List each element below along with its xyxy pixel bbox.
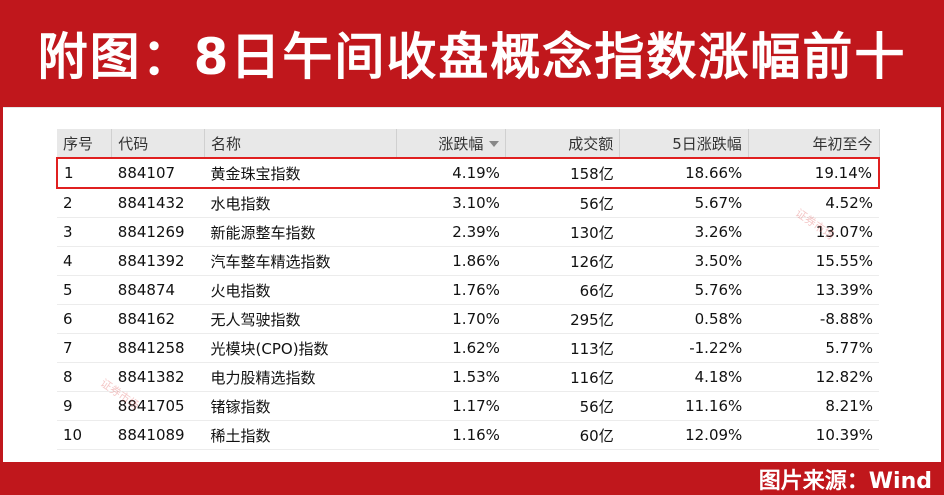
cell-change-5d: 0.58% <box>619 304 749 334</box>
table-row[interactable]: 4 8841392 汽车整车精选指数 1.86% 126亿 3.50% 15.55% <box>57 246 879 276</box>
cell-volume: 56亿 <box>505 391 620 421</box>
cell-ytd: 10.39% <box>748 420 879 450</box>
cell-idx: 9 <box>57 391 112 421</box>
cell-code: 8841432 <box>111 188 205 218</box>
cell-idx: 5 <box>57 275 112 305</box>
cell-code: 884162 <box>111 304 205 334</box>
index-table: 序号 代码 名称 涨跌幅 成交额 5日涨跌幅 年初至今 1 884107 黄金珠宝指… <box>56 129 880 450</box>
cell-name: 锗镓指数 <box>204 391 397 421</box>
cell-volume: 66亿 <box>505 275 620 305</box>
cell-change-5d: 12.09% <box>619 420 749 450</box>
cell-idx: 7 <box>57 333 112 363</box>
cell-name: 水电指数 <box>204 188 397 218</box>
cell-change: 2.39% <box>396 217 506 247</box>
cell-change-5d: 3.26% <box>619 217 749 247</box>
cell-name: 黄金珠宝指数 <box>204 157 397 189</box>
cell-ytd: 5.77% <box>748 333 879 363</box>
footer-bar: 图片来源：Wind <box>0 462 944 494</box>
cell-idx: 6 <box>57 304 112 334</box>
cell-code: 8841705 <box>111 391 205 421</box>
cell-change-5d: 4.18% <box>619 362 749 392</box>
cell-idx: 10 <box>57 420 112 450</box>
table-row[interactable]: 7 8841258 光模块(CPO)指数 1.62% 113亿 -1.22% 5.77% <box>57 333 879 363</box>
cell-change: 1.17% <box>396 391 506 421</box>
table-row[interactable]: 10 8841089 稀土指数 1.16% 60亿 12.09% 10.39% <box>57 420 879 450</box>
cell-code: 8841382 <box>111 362 205 392</box>
table-header-row: 序号 代码 名称 涨跌幅 成交额 5日涨跌幅 年初至今 <box>57 129 880 158</box>
cell-change: 1.70% <box>396 304 506 334</box>
cell-change-5d: 5.76% <box>619 275 749 305</box>
cell-code: 884107 <box>111 157 205 189</box>
cell-ytd: 8.21% <box>748 391 879 421</box>
cell-volume: 126亿 <box>505 246 620 276</box>
cell-change: 4.19% <box>396 157 506 189</box>
cell-change-5d: 11.16% <box>619 391 749 421</box>
cell-name: 新能源整车指数 <box>204 217 397 247</box>
cell-name: 汽车整车精选指数 <box>204 246 397 276</box>
table-panel: 序号 代码 名称 涨跌幅 成交额 5日涨跌幅 年初至今 1 884107 黄金珠宝指… <box>3 107 941 462</box>
cell-code: 8841258 <box>111 333 205 363</box>
cell-name: 光模块(CPO)指数 <box>204 333 397 363</box>
cell-idx: 8 <box>57 362 112 392</box>
header-name[interactable]: 名称 <box>204 129 397 158</box>
cell-name: 电力股精选指数 <box>204 362 397 392</box>
cell-ytd: 13.39% <box>748 275 879 305</box>
cell-idx: 3 <box>57 217 112 247</box>
table-row[interactable]: 1 884107 黄金珠宝指数 4.19% 158亿 18.66% 19.14% <box>56 157 880 189</box>
cell-idx: 4 <box>57 246 112 276</box>
cell-volume: 116亿 <box>505 362 620 392</box>
cell-name: 无人驾驶指数 <box>204 304 397 334</box>
sort-down-icon[interactable] <box>489 141 500 147</box>
table-row[interactable]: 6 884162 无人驾驶指数 1.70% 295亿 0.58% -8.88% <box>57 304 879 334</box>
table-row[interactable]: 9 8841705 锗镓指数 1.17% 56亿 11.16% 8.21% <box>57 391 879 421</box>
cell-change: 1.86% <box>396 246 506 276</box>
cell-ytd: 19.14% <box>748 157 880 189</box>
table-row[interactable]: 3 8841269 新能源整车指数 2.39% 130亿 3.26% 13.07% <box>57 217 879 247</box>
cell-change-5d: 18.66% <box>619 157 749 189</box>
cell-code: 884874 <box>111 275 205 305</box>
header-idx[interactable]: 序号 <box>57 129 113 158</box>
cell-code: 8841089 <box>111 420 205 450</box>
header-change[interactable]: 涨跌幅 <box>396 129 507 158</box>
cell-ytd: -8.88% <box>748 304 879 334</box>
header-change-label: 涨跌幅 <box>438 134 484 153</box>
cell-name: 稀土指数 <box>204 420 397 450</box>
cell-volume: 113亿 <box>505 333 620 363</box>
cell-change-5d: 3.50% <box>619 246 749 276</box>
source-credit: 图片来源：Wind <box>758 469 932 494</box>
header-code[interactable]: 代码 <box>111 129 206 158</box>
cell-name: 火电指数 <box>204 275 397 305</box>
header-ytd[interactable]: 年初至今 <box>748 129 880 158</box>
cell-volume: 60亿 <box>505 420 620 450</box>
cell-change-5d: 5.67% <box>619 188 749 218</box>
cell-code: 8841269 <box>111 217 205 247</box>
cell-change: 1.76% <box>396 275 506 305</box>
table-body: 1 884107 黄金珠宝指数 4.19% 158亿 18.66% 19.14% 2 88414… <box>56 157 880 450</box>
cell-change: 1.16% <box>396 420 506 450</box>
cell-ytd: 13.07% <box>748 217 879 247</box>
table-row[interactable]: 5 884874 火电指数 1.76% 66亿 5.76% 13.39% <box>57 275 879 305</box>
cell-ytd: 12.82% <box>748 362 879 392</box>
header-volume[interactable]: 成交额 <box>505 129 621 158</box>
table-row[interactable]: 2 8841432 水电指数 3.10% 56亿 5.67% 4.52% <box>57 188 879 218</box>
cell-ytd: 4.52% <box>748 188 879 218</box>
cell-idx: 2 <box>57 188 112 218</box>
cell-code: 8841392 <box>111 246 205 276</box>
cell-volume: 158亿 <box>505 157 620 189</box>
cell-ytd: 15.55% <box>748 246 879 276</box>
header-change-5d[interactable]: 5日涨跌幅 <box>619 129 749 158</box>
cell-change-5d: -1.22% <box>619 333 749 363</box>
cell-volume: 56亿 <box>505 188 620 218</box>
header-banner: 附图：8日午间收盘概念指数涨幅前十 <box>0 0 944 105</box>
cell-change: 1.62% <box>396 333 506 363</box>
cell-change: 3.10% <box>396 188 506 218</box>
cell-idx: 1 <box>56 157 112 189</box>
cell-volume: 130亿 <box>505 217 620 247</box>
table-row[interactable]: 8 8841382 电力股精选指数 1.53% 116亿 4.18% 12.82% <box>57 362 879 392</box>
page-title: 附图：8日午间收盘概念指数涨幅前十 <box>37 27 907 86</box>
cell-volume: 295亿 <box>505 304 620 334</box>
cell-change: 1.53% <box>396 362 506 392</box>
